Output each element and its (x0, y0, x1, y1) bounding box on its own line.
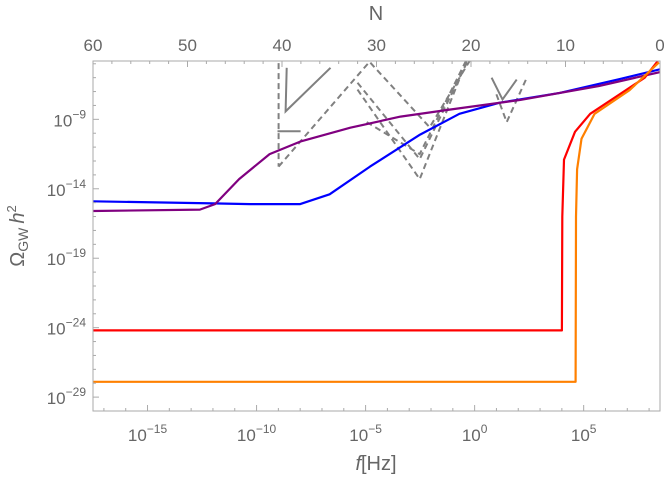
x-tick-label: 10−15 (128, 422, 168, 445)
y-tick-label: 10−24 (47, 316, 87, 339)
series-line-1 (93, 71, 660, 213)
plot-area (93, 61, 660, 383)
top-tick-label: 40 (273, 36, 292, 55)
top-tick-label: 60 (84, 36, 103, 55)
y-axis-title: ΩGWh2 (4, 205, 31, 266)
y-tick-label: 10−9 (53, 107, 86, 130)
y-tick-label: 10−14 (47, 177, 87, 200)
sensitivity-curve-0 (284, 67, 332, 114)
top-tick-label: 0 (655, 36, 664, 55)
x-tick-label: 105 (571, 422, 597, 445)
x-tick-label: 10−5 (349, 422, 382, 445)
x-axis-title: f[Hz] (355, 453, 396, 475)
top-tick-label: 10 (556, 36, 575, 55)
y-tick-label: 10−29 (47, 385, 87, 408)
top-tick-label: 50 (178, 36, 197, 55)
top-tick-label: 20 (462, 36, 481, 55)
sensitivity-curve-3 (277, 61, 471, 168)
x-tick-label: 10−10 (237, 422, 277, 445)
sensitivity-curve-8 (495, 77, 528, 125)
top-tick-label: 30 (367, 36, 386, 55)
y-tick-label: 10−19 (47, 246, 87, 269)
x-tick-label: 100 (462, 422, 488, 445)
series-line-2 (93, 61, 659, 332)
sensitivity-curve-6 (366, 61, 467, 156)
sensitivity-curve-7 (490, 77, 518, 102)
sensitivity-curve-5 (356, 61, 469, 161)
top-axis-title: N (369, 3, 383, 25)
series-line-3 (93, 61, 660, 383)
sensitivity-curve-4 (356, 61, 468, 182)
